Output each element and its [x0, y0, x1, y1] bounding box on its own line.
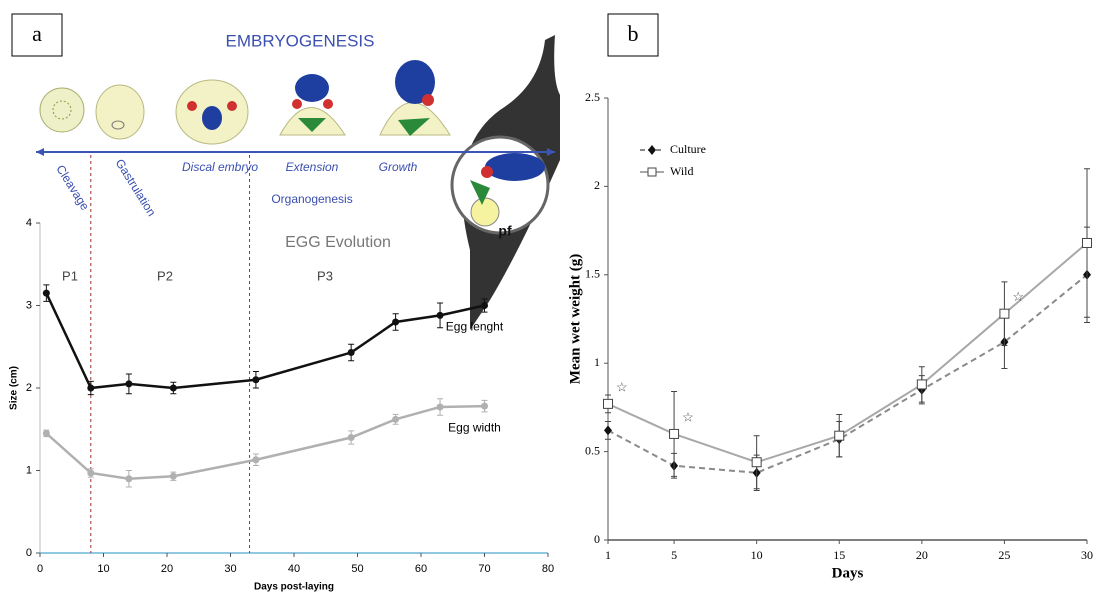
- data-point: [169, 472, 177, 480]
- annotation: P1: [62, 268, 78, 283]
- y-tick-label: 1: [26, 464, 32, 476]
- annotation: Discal embryo: [182, 160, 258, 174]
- y-tick-label: 2.5: [585, 90, 600, 104]
- annotation: P3: [317, 268, 333, 283]
- data-point: [751, 457, 762, 468]
- annotation: Growth: [379, 160, 418, 174]
- x-tick-label: 30: [224, 563, 236, 575]
- data-point: [436, 403, 444, 411]
- embryo-illustrations: [36, 35, 560, 330]
- data-point: [1082, 237, 1092, 248]
- legend-marker: [647, 167, 657, 177]
- y-axis-label: Size (cm): [9, 366, 20, 410]
- x-tick-label: 15: [833, 548, 845, 562]
- y-tick-label: 3: [26, 299, 32, 311]
- data-point: [481, 402, 488, 410]
- data-point: [347, 349, 355, 357]
- x-axis-label: Days post-laying: [254, 582, 334, 593]
- x-tick-label: 80: [542, 563, 554, 575]
- panel-label-box: [607, 13, 659, 57]
- data-point: [916, 379, 927, 390]
- series-line: [45, 404, 485, 481]
- x-tick-label: 60: [415, 563, 427, 575]
- data-point: [481, 302, 488, 309]
- x-tick-label: 30: [1081, 548, 1093, 562]
- data-point: [169, 384, 177, 392]
- data-point: [252, 456, 260, 464]
- data-point: [669, 428, 680, 439]
- y-tick-label: 0.5: [585, 443, 600, 457]
- legend-label: Culture: [670, 142, 706, 156]
- x-tick-label: 1: [605, 548, 611, 562]
- data-point: [125, 380, 133, 388]
- series-line: [607, 242, 1088, 464]
- legend-label: Wild: [670, 164, 694, 178]
- panel-label: b: [628, 21, 639, 46]
- annotation: EMBRYOGENESIS: [226, 31, 375, 50]
- data-point: [436, 311, 444, 319]
- x-tick-label: 40: [288, 563, 300, 575]
- data-point: [347, 434, 355, 441]
- y-tick-label: 2: [594, 178, 600, 192]
- x-tick-label: 20: [161, 563, 173, 575]
- series-label: Egg lenght: [446, 320, 504, 334]
- x-tick-label: 5: [671, 548, 677, 562]
- data-point: [42, 429, 50, 437]
- x-axis-label: Days: [832, 565, 864, 581]
- annotation: pf: [498, 223, 512, 239]
- data-point: [42, 289, 50, 297]
- significance-mark: ☆: [1012, 289, 1024, 304]
- data-point: [392, 318, 400, 326]
- annotation: Organogenesis: [271, 192, 352, 206]
- data-point: [125, 475, 133, 483]
- x-tick-label: 50: [351, 563, 363, 575]
- data-point: [834, 430, 845, 441]
- series-line: [45, 292, 485, 390]
- x-tick-label: 0: [37, 563, 43, 575]
- x-tick-label: 25: [998, 548, 1010, 562]
- annotation: EGG Evolution: [285, 234, 391, 251]
- significance-mark: ☆: [682, 409, 694, 424]
- data-point: [87, 384, 95, 392]
- significance-mark: ☆: [616, 379, 628, 394]
- series-label: Egg width: [448, 420, 501, 434]
- data-point: [252, 376, 260, 384]
- annotation: Extension: [286, 160, 339, 174]
- annotation: P2: [157, 268, 173, 283]
- x-tick-label: 10: [97, 563, 109, 575]
- x-tick-label: 10: [751, 548, 763, 562]
- data-point: [999, 308, 1010, 319]
- y-tick-label: 2: [26, 382, 32, 394]
- y-tick-label: 4: [26, 217, 32, 229]
- x-tick-label: 70: [478, 563, 490, 575]
- data-point: [392, 415, 400, 423]
- data-point: [603, 398, 613, 409]
- x-tick-label: 20: [916, 548, 928, 562]
- legend-marker: [648, 145, 656, 155]
- y-axis-label: Mean wet weight (g): [567, 254, 583, 384]
- annotation: Gastrulation: [113, 156, 159, 218]
- panel-label: a: [32, 21, 42, 46]
- panel-label-box: [11, 13, 63, 57]
- y-tick-label: 1.5: [585, 267, 600, 281]
- data-point: [604, 425, 612, 436]
- annotation: Cleavage: [53, 162, 92, 213]
- data-point: [87, 469, 95, 477]
- y-tick-label: 0: [594, 532, 600, 546]
- y-tick-label: 1: [594, 355, 600, 369]
- y-tick-label: 0: [26, 547, 32, 559]
